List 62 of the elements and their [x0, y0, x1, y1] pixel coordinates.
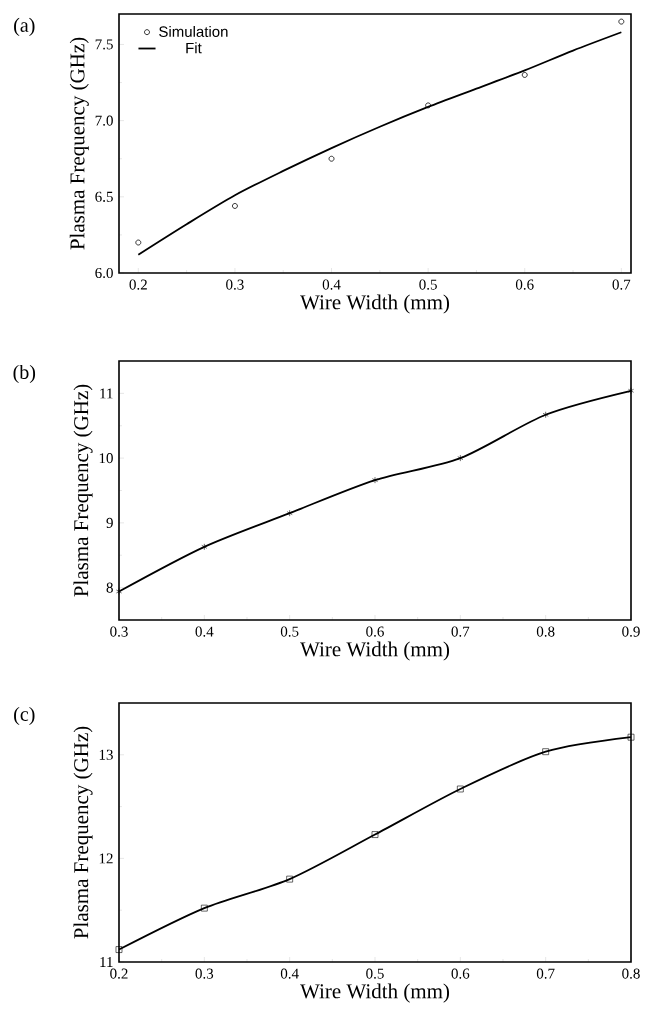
x-tick-label: 0.6	[515, 279, 534, 290]
y-tick-label: 8	[106, 582, 113, 593]
point	[628, 387, 634, 395]
point	[286, 509, 293, 517]
y-tick-label: 6.5	[95, 191, 113, 202]
point	[328, 155, 335, 162]
text: (c)	[14, 706, 35, 726]
point	[542, 411, 549, 419]
point	[201, 543, 208, 551]
x-tick-label: 0.7	[612, 279, 631, 290]
legend-label: Simulation	[159, 25, 228, 37]
x-tick-label: 0.5	[366, 968, 384, 979]
x-tick-label: 0.6	[366, 626, 384, 637]
x-tick-label: 0.2	[129, 279, 147, 290]
x-tick-label: 0.6	[451, 968, 470, 979]
point	[232, 203, 238, 209]
point	[627, 733, 635, 741]
y-tick-label: 10	[99, 453, 113, 464]
point	[201, 904, 208, 912]
point	[135, 239, 142, 246]
y-tick-label: 6.0	[95, 267, 113, 279]
point	[521, 72, 528, 78]
x-tick-label: 0.8	[622, 968, 640, 979]
x-axis-title: Wire Width (mm)	[300, 983, 450, 1003]
point	[371, 831, 379, 838]
y-axis-title: Plasma Frequency (GHz)	[69, 37, 89, 250]
y-tick-label: 13	[99, 749, 113, 760]
x-axis-title: Wire Width (mm)	[300, 641, 450, 661]
point	[286, 875, 293, 883]
y-tick-label: 11	[100, 388, 113, 399]
y-axis-title: Plasma Frequency (GHz)	[73, 384, 93, 597]
x-axis-title: Wire Width (mm)	[300, 294, 450, 314]
x-tick-label: 0.2	[110, 968, 128, 979]
y-tick-label: 7.5	[95, 39, 113, 50]
text: (a)	[14, 17, 35, 36]
point	[542, 748, 549, 755]
y-tick-label: 12	[99, 853, 113, 864]
point	[457, 785, 464, 793]
point	[457, 454, 464, 462]
point	[425, 102, 432, 109]
text: (b)	[13, 364, 36, 384]
x-tick-label: 0.4	[195, 626, 214, 637]
legend-label: Fit	[186, 42, 202, 54]
x-tick-label: 0.8	[536, 626, 555, 637]
point	[372, 476, 378, 484]
x-tick-label: 0.4	[280, 968, 299, 979]
x-tick-label: 0.3	[226, 279, 244, 290]
x-tick-label: 0.5	[280, 626, 299, 637]
point	[115, 946, 123, 953]
x-tick-label: 0.4	[322, 279, 341, 290]
x-tick-label: 0.5	[419, 279, 437, 290]
x-tick-label: 0.7	[451, 626, 470, 637]
y-tick-label: 9	[106, 517, 113, 528]
point	[618, 18, 625, 25]
x-tick-label: 0.3	[195, 968, 214, 979]
x-tick-label: 0.7	[536, 968, 555, 979]
y-tick-label: 7.0	[95, 115, 113, 126]
y-axis-title: Plasma Frequency (GHz)	[73, 726, 93, 939]
y-tick-label: 11	[100, 957, 113, 967]
x-tick-label: 0.9	[622, 626, 640, 637]
x-tick-label: 0.3	[110, 626, 128, 637]
point	[116, 588, 122, 595]
